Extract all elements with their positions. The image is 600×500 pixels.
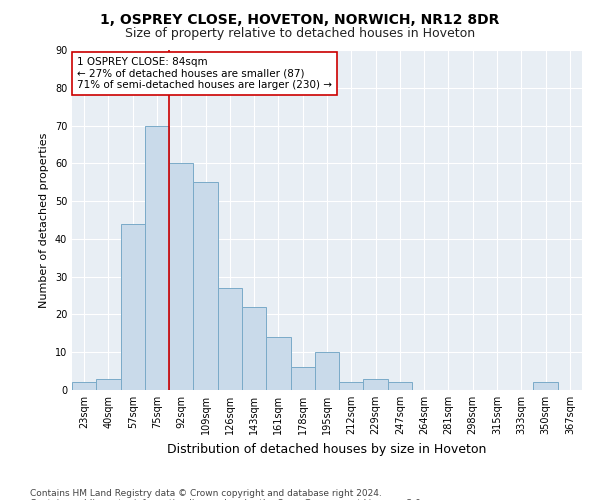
Text: Contains HM Land Registry data © Crown copyright and database right 2024.: Contains HM Land Registry data © Crown c… — [30, 488, 382, 498]
Bar — [290, 368, 315, 390]
Bar — [218, 288, 242, 390]
Bar — [315, 352, 339, 390]
Text: Size of property relative to detached houses in Hoveton: Size of property relative to detached ho… — [125, 28, 475, 40]
Text: 1, OSPREY CLOSE, HOVETON, NORWICH, NR12 8DR: 1, OSPREY CLOSE, HOVETON, NORWICH, NR12 … — [100, 12, 500, 26]
Bar — [72, 382, 96, 390]
Y-axis label: Number of detached properties: Number of detached properties — [39, 132, 49, 308]
X-axis label: Distribution of detached houses by size in Hoveton: Distribution of detached houses by size … — [167, 442, 487, 456]
Bar — [193, 182, 218, 390]
Bar — [266, 337, 290, 390]
Bar — [364, 378, 388, 390]
Text: 1 OSPREY CLOSE: 84sqm
← 27% of detached houses are smaller (87)
71% of semi-deta: 1 OSPREY CLOSE: 84sqm ← 27% of detached … — [77, 57, 332, 90]
Bar — [169, 164, 193, 390]
Bar — [388, 382, 412, 390]
Text: Contains public sector information licensed under the Open Government Licence v3: Contains public sector information licen… — [30, 498, 424, 500]
Bar — [242, 307, 266, 390]
Bar — [339, 382, 364, 390]
Bar — [533, 382, 558, 390]
Bar — [145, 126, 169, 390]
Bar — [96, 378, 121, 390]
Bar — [121, 224, 145, 390]
